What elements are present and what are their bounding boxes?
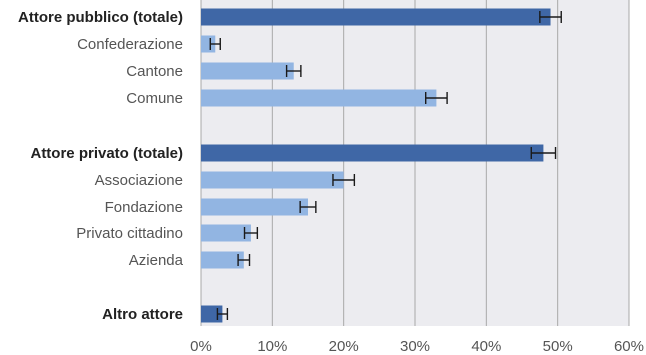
category-label: Fondazione bbox=[105, 199, 183, 216]
category-label: Cantone bbox=[126, 63, 183, 80]
bar bbox=[201, 171, 344, 189]
bars bbox=[201, 8, 551, 323]
category-label: Privato cittadino bbox=[76, 225, 183, 242]
category-label: Associazione bbox=[95, 172, 183, 189]
category-labels: Attore pubblico (totale) Confederazione Ca… bbox=[18, 9, 184, 323]
category-label: Confederazione bbox=[77, 36, 183, 53]
category-label: Attore privato (totale) bbox=[30, 145, 183, 162]
tick-label: 10% bbox=[257, 338, 287, 355]
bar bbox=[201, 89, 437, 107]
bar bbox=[201, 8, 551, 26]
tick-label: 50% bbox=[543, 338, 573, 355]
x-axis-ticks: 0% 10% 20% 30% 40% 50% 60% bbox=[190, 338, 644, 355]
category-label: Azienda bbox=[129, 252, 184, 269]
grid-lines bbox=[200, 0, 630, 326]
category-label: Comune bbox=[126, 90, 183, 107]
category-label: Attore pubblico (totale) bbox=[18, 9, 183, 26]
error-bars bbox=[209, 11, 562, 320]
category-label: Altro attore bbox=[102, 306, 183, 323]
bar bbox=[201, 224, 251, 242]
tick-label: 20% bbox=[329, 338, 359, 355]
bar bbox=[201, 198, 308, 216]
tick-label: 40% bbox=[471, 338, 501, 355]
bar bbox=[201, 62, 294, 80]
bar bbox=[201, 144, 544, 162]
bar bbox=[201, 251, 244, 269]
bar bbox=[201, 35, 216, 53]
tick-label: 60% bbox=[614, 338, 644, 355]
tick-label: 0% bbox=[190, 338, 212, 355]
tick-label: 30% bbox=[400, 338, 430, 355]
